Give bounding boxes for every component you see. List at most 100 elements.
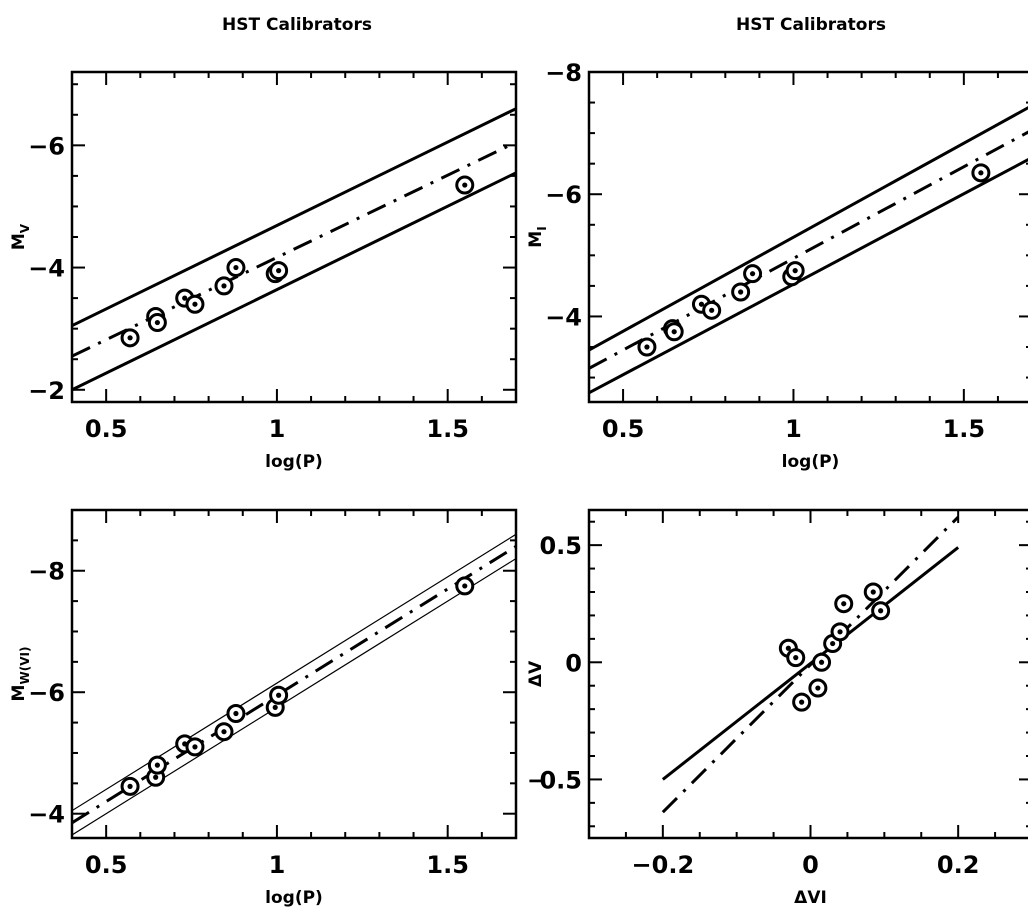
panel-1-point-dot <box>192 301 198 307</box>
panel-4-ytick-label: 0.5 <box>539 532 582 560</box>
panel-1-point-dot <box>154 319 160 326</box>
panel-3-point-dot <box>276 692 282 698</box>
panel-3-point-dot <box>153 774 159 780</box>
panel-4-ylabel-main: ΔV <box>526 660 546 687</box>
panel-4-frame <box>587 508 1028 840</box>
panel-3-point-dot <box>192 744 198 750</box>
panel-4-point-dot <box>830 640 836 647</box>
panel-1-ytick-label: −2 <box>28 377 65 405</box>
panel-3-ylabel-main: M <box>9 685 29 702</box>
panel-2-point-dot <box>792 268 798 274</box>
panel-2-point-dot <box>644 344 650 350</box>
panel-3-lines <box>72 533 516 836</box>
panel-1-point-dot <box>127 335 133 341</box>
panel-2-ylabel-sub: I <box>535 226 549 230</box>
panel-4-point-dot <box>793 655 799 661</box>
panel-1-point-dot <box>221 283 227 289</box>
panel-3-line-dashdot <box>72 545 516 825</box>
panel-2-ytick-label: −8 <box>545 59 582 87</box>
panel-3-point-dot <box>221 729 227 735</box>
panel-1-point-dot <box>233 264 239 271</box>
panel-1-ylabel-sub: V <box>18 223 32 233</box>
panel-3-xtick-label: 1 <box>269 851 286 879</box>
panel-1-ylabel: MV <box>9 223 32 250</box>
panel-1-line-solid <box>72 171 516 392</box>
panel-3-ytick-label: −8 <box>28 558 65 586</box>
panel-1-xtick-label: 0.5 <box>85 415 128 443</box>
panel-1-xtick-label: 1 <box>269 415 286 443</box>
panel-1-ytick-label: −6 <box>28 132 65 160</box>
panel-2-point-dot <box>698 301 705 307</box>
panel-1-ytick-label: −4 <box>28 255 65 283</box>
panel-3-point-dot <box>233 710 239 717</box>
panel-3-ylabel: MW(VI) <box>9 647 32 702</box>
panel-2-line-dashdot <box>589 130 1028 370</box>
panel-4-xtick-label: 0.2 <box>937 851 980 879</box>
panel-2-ylabel: MI <box>526 226 549 247</box>
panel-4-xtick-label: −0.2 <box>632 851 695 879</box>
panel-2-point-dot <box>738 289 744 295</box>
panel-4-point-dot <box>815 685 821 691</box>
panel-1-lines <box>72 107 516 392</box>
panel-2-xtick-label: 1.5 <box>943 415 986 443</box>
panel-3-line-thin <box>72 533 516 812</box>
panel-4-xlabel: ΔVI <box>794 888 827 908</box>
panel-2-ytick-label: −4 <box>545 303 582 331</box>
panel-2-line-solid <box>589 106 1028 352</box>
panel-3-line-thin <box>72 558 516 836</box>
panel-3-point-dot <box>154 762 160 768</box>
panel-2-xtick-label: 0.5 <box>602 415 645 443</box>
panel-4-point-dot <box>799 699 805 705</box>
panel-2-point-dot <box>978 170 984 176</box>
panel-4-point-dot <box>878 608 884 614</box>
panel-3-frame <box>70 508 518 840</box>
panel-1: HST Calibrators 0.5 1 1.5 −2 −4 −6 log(P) MV <box>9 15 518 472</box>
panel-3-ytick-label: −4 <box>28 801 65 829</box>
panel-4-point-dot <box>870 589 876 595</box>
panel-4-ytick-label: 0.5 <box>539 766 582 794</box>
panel-4-ytick-label: 0 <box>565 649 582 677</box>
panel-1-title: HST Calibrators <box>222 15 372 35</box>
panel-4-line-dashdot <box>661 515 960 814</box>
panel-1-point-dot <box>462 182 468 188</box>
panel-1-ylabel-main: M <box>9 233 29 250</box>
panel-2-line-solid <box>589 157 1028 395</box>
panel-4-point-dot <box>841 601 847 607</box>
panel-2-lines <box>589 106 1028 395</box>
panel-1-xlabel: log(P) <box>265 452 323 472</box>
panel-1-line-solid <box>72 107 516 327</box>
panel-2-title: HST Calibrators <box>736 15 886 35</box>
panel-1-point-dot <box>182 295 188 301</box>
panel-3-xtick-label: 1.5 <box>426 851 469 879</box>
panel-4-xtick-label: 0 <box>802 851 819 879</box>
panel-3-ytick-label: −6 <box>28 679 65 707</box>
panel-1-frame <box>70 70 518 404</box>
panel-1-line-dashdot <box>72 140 516 358</box>
panel-1-point-dot <box>276 268 282 274</box>
panel-2-ytick-label: −6 <box>545 181 582 209</box>
panel-4-ylabel: ΔV <box>526 660 546 687</box>
panel-1-xtick-label: 1.5 <box>426 415 469 443</box>
panel-2-xlabel: log(P) <box>782 452 840 472</box>
panel-4-point-dot <box>785 645 791 651</box>
panel-4-point-dot <box>837 629 843 635</box>
panel-3-xlabel: log(P) <box>265 888 323 908</box>
panel-2-xtick-label: 1 <box>785 415 802 443</box>
panel-4-lines <box>661 515 960 814</box>
panel-4-point-dot <box>818 659 825 665</box>
panel-2: HST Calibrators 0.5 1 1.5 −4 −6 −8 log(P) MI <box>526 15 1028 472</box>
panel-2-frame <box>587 70 1028 404</box>
panel-3-xtick-label: 0.5 <box>85 851 128 879</box>
panel-2-point-dot <box>749 271 756 277</box>
panel-3-point-dot <box>127 783 133 789</box>
panel-3-point-dot <box>272 704 278 711</box>
panel-2-point-dot <box>671 329 677 335</box>
panel-3-point-dot <box>462 583 468 589</box>
panel-2-ylabel-main: M <box>526 231 546 248</box>
panel-3-ylabel-sub: W(VI) <box>18 647 32 685</box>
panel-4-ytick-label-prefix: − <box>527 766 547 794</box>
panel-2-point-dot <box>709 307 715 313</box>
panel-3: 0.5 1 1.5 −4 −6 −8 log(P) MW(VI) <box>9 508 518 908</box>
